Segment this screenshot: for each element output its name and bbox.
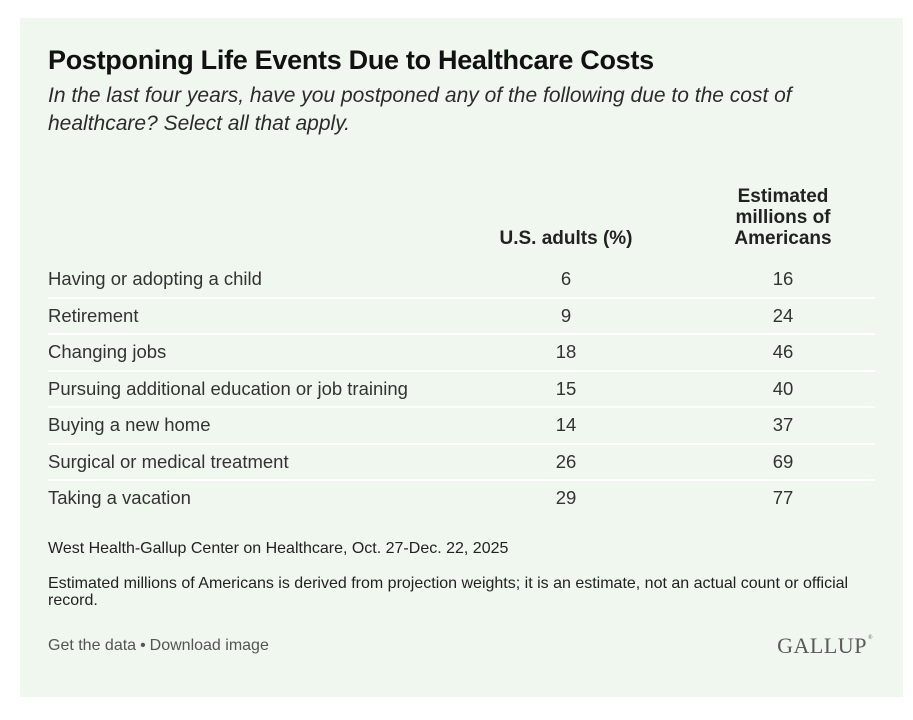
table-row: Buying a new home 14 37	[48, 408, 875, 445]
table-row: Pursuing additional education or job tra…	[48, 372, 875, 408]
column-header-us-adults: U.S. adults (%)	[499, 228, 633, 249]
row-pct-value: 15	[555, 377, 577, 399]
row-millions-value: 16	[772, 268, 794, 289]
row-pct-value: 6	[560, 268, 572, 289]
table-row: Changing jobs 18 46	[48, 335, 875, 372]
table-row: Taking a vacation 29 77	[48, 481, 875, 516]
column-header-millions: Estimated millions of Americans	[688, 186, 878, 249]
row-label: Pursuing additional education or job tra…	[48, 377, 408, 399]
table-row: Surgical or medical treatment 26 69	[48, 445, 875, 481]
download-image-link[interactable]: Download image	[149, 637, 269, 654]
row-label: Retirement	[48, 304, 139, 326]
data-table: U.S. adults (%) Estimated millions of Am…	[48, 184, 875, 516]
chart-panel: Postponing Life Events Due to Healthcare…	[20, 18, 903, 697]
table-row: Having or adopting a child 6 16	[48, 262, 875, 299]
gallup-logo-text: GALLUP	[777, 633, 867, 658]
table-header: U.S. adults (%) Estimated millions of Am…	[48, 184, 875, 262]
link-separator: •	[140, 637, 146, 654]
methodology-note: Estimated millions of Americans is deriv…	[48, 575, 849, 609]
row-millions-value: 46	[772, 341, 794, 362]
source-note: West Health-Gallup Center on Healthcare,…	[48, 540, 509, 557]
column-header-millions-line: Americans	[734, 228, 832, 249]
column-header-millions-line: Estimated	[737, 186, 829, 207]
column-header-millions-line: millions of	[735, 207, 831, 228]
row-label: Having or adopting a child	[48, 268, 262, 289]
chart-title: Postponing Life Events Due to Healthcare…	[48, 45, 654, 75]
row-label: Changing jobs	[48, 341, 167, 362]
gallup-logo: GALLUP®	[777, 633, 873, 659]
row-pct-value: 29	[555, 487, 577, 508]
row-pct-value: 14	[555, 414, 577, 435]
row-millions-value: 40	[772, 377, 794, 399]
row-pct-value: 26	[555, 450, 577, 472]
row-pct-value: 9	[560, 304, 572, 326]
row-millions-value: 37	[772, 414, 794, 435]
row-label: Taking a vacation	[48, 487, 191, 508]
registered-mark-icon: ®	[867, 635, 873, 641]
row-millions-value: 77	[772, 487, 794, 508]
row-millions-value: 69	[772, 450, 794, 472]
chart-subtitle: In the last four years, have you postpon…	[48, 84, 792, 135]
get-the-data-link[interactable]: Get the data	[48, 637, 137, 654]
footer-links: Get the data • Download image	[48, 637, 269, 655]
row-label: Surgical or medical treatment	[48, 450, 289, 472]
row-pct-value: 18	[555, 341, 577, 362]
table-row: Retirement 9 24	[48, 299, 875, 335]
row-label: Buying a new home	[48, 414, 211, 435]
row-millions-value: 24	[772, 304, 794, 326]
